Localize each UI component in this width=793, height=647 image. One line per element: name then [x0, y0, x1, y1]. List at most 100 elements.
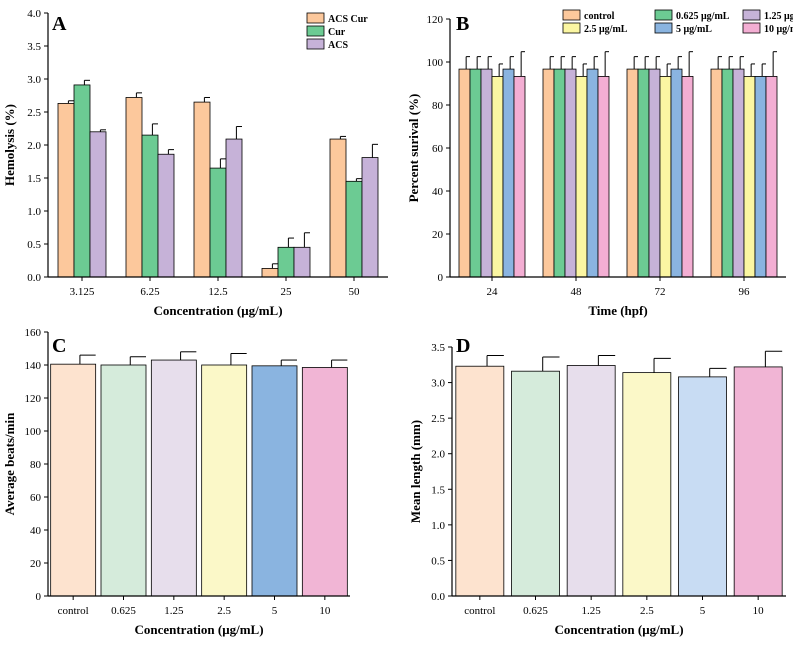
y-tick-label: 4.0 — [27, 8, 41, 20]
y-tick-label: 0 — [36, 591, 42, 603]
bar — [57, 103, 75, 278]
bar — [659, 76, 672, 278]
legend-label: 0.625 μg/mL — [676, 11, 730, 22]
bar — [765, 76, 778, 278]
bar — [626, 68, 639, 278]
legend: ACS Cur Cur ACS — [306, 12, 368, 51]
legend-label: 1.25 μg/mL — [764, 11, 793, 22]
bar — [513, 76, 526, 278]
legend-label: 10 μg/mL — [764, 24, 793, 35]
y-tick-label: 40 — [30, 525, 42, 537]
y-tick-label: 60 — [432, 143, 444, 155]
y-tick-label: 0.0 — [27, 272, 41, 284]
y-tick-label: 3.0 — [431, 378, 445, 390]
bar — [225, 138, 243, 278]
legend-swatch — [562, 22, 581, 34]
x-axis-label: Concentration (μg/mL) — [554, 622, 683, 637]
x-tick-label: 48 — [571, 286, 583, 298]
bar — [678, 376, 727, 597]
panel-label: D — [456, 335, 470, 357]
bar — [670, 68, 683, 278]
x-tick-label: 24 — [487, 286, 499, 298]
bar — [329, 138, 347, 278]
bar — [345, 180, 363, 278]
y-tick-label: 1.5 — [431, 484, 445, 496]
legend-swatch — [306, 25, 325, 37]
x-tick-label: 0.625 — [111, 605, 136, 617]
x-tick-label: 10 — [319, 605, 331, 617]
bar — [209, 167, 227, 278]
y-tick-label: 140 — [25, 360, 42, 372]
bar — [125, 97, 143, 278]
x-tick-label: 50 — [349, 286, 361, 298]
legend-label: control — [584, 11, 615, 22]
y-tick-label: 100 — [427, 57, 444, 69]
y-tick-label: 0.5 — [27, 239, 41, 251]
bar — [458, 68, 471, 278]
legend-swatch — [562, 9, 581, 21]
x-tick-label: 12.5 — [208, 286, 228, 298]
panel-label: B — [456, 13, 469, 35]
bar — [622, 372, 672, 597]
legend-label: ACS — [328, 40, 348, 51]
y-tick-label: 120 — [427, 14, 444, 26]
x-axis-label: Concentration (μg/mL) — [134, 622, 263, 637]
y-tick-label: 120 — [25, 393, 42, 405]
y-axis-label: Hemolysis (%) — [2, 104, 17, 186]
legend-label: 5 μg/mL — [676, 24, 712, 35]
panel-c: 0 20 40 60 80 100 120 140 160 control 0.625 1.25 2.5… — [2, 327, 350, 637]
legend-label: ACS Cur — [328, 14, 368, 25]
panel-label: A — [52, 13, 67, 35]
y-tick-label: 0.0 — [431, 591, 445, 603]
bar — [564, 68, 577, 278]
x-axis-label: Concentration (μg/mL) — [153, 303, 282, 318]
x-tick-label: 10 — [753, 605, 765, 617]
bar — [89, 131, 107, 278]
bar — [141, 134, 159, 278]
bar — [491, 76, 504, 278]
bar — [710, 68, 723, 278]
bar — [100, 364, 147, 597]
bar — [754, 76, 767, 278]
bar — [193, 101, 211, 278]
legend-label: Cur — [328, 27, 346, 38]
legend-swatch — [742, 9, 761, 21]
bar — [502, 68, 515, 278]
bar — [201, 364, 248, 597]
x-tick-label: 2.5 — [217, 605, 231, 617]
bar — [681, 76, 694, 278]
bar — [733, 366, 783, 597]
x-tick-label: 25 — [281, 286, 293, 298]
x-tick-label: control — [464, 605, 495, 617]
bar — [586, 68, 599, 278]
panel-a: 0.0 0.5 1.0 1.5 2.0 2.5 3.0 3.5 4.0 3.125 6.25 12.5… — [2, 8, 388, 318]
y-tick-label: 0 — [438, 272, 444, 284]
x-tick-label: control — [58, 605, 89, 617]
x-tick-label: 6.25 — [140, 286, 160, 298]
y-tick-label: 80 — [30, 459, 42, 471]
x-tick-label: 72 — [655, 286, 666, 298]
bar — [553, 68, 566, 278]
y-tick-label: 3.5 — [431, 342, 445, 354]
bar — [511, 370, 560, 597]
y-tick-label: 2.5 — [431, 413, 445, 425]
bar — [480, 68, 493, 278]
legend: control 0.625 μg/mL 1.25 μg/mL 2.5 μg/mL 5 μ… — [562, 9, 793, 35]
x-tick-label: 0.625 — [523, 605, 548, 617]
y-tick-label: 1.0 — [27, 206, 41, 218]
bar — [743, 76, 756, 278]
bar — [277, 246, 295, 278]
bar — [293, 246, 311, 278]
bar — [637, 68, 650, 278]
y-tick-label: 2.0 — [27, 140, 41, 152]
y-tick-label: 20 — [432, 229, 444, 241]
y-axis-label: Average beats/min — [2, 412, 17, 515]
y-tick-label: 2.5 — [27, 107, 41, 119]
bar — [157, 153, 175, 278]
x-tick-label: 1.25 — [582, 605, 602, 617]
panel-d: 0.0 0.5 1.0 1.5 2.0 2.5 3.0 3.5 control 0.625 1.25… — [408, 335, 786, 637]
y-tick-label: 3.5 — [27, 41, 41, 53]
bar — [251, 365, 298, 597]
bar — [469, 68, 482, 278]
